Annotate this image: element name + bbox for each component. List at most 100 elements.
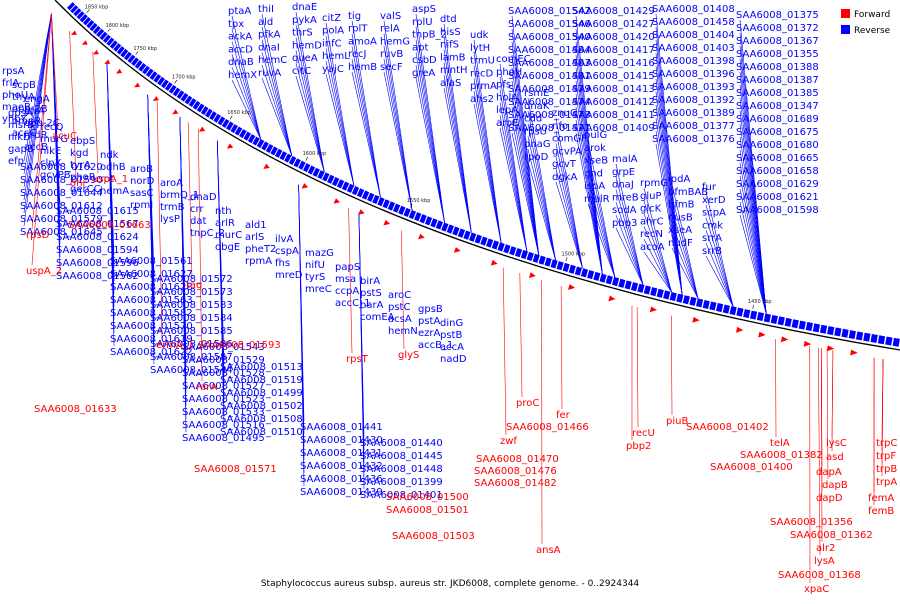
reverse-gene-label: dnaE bbox=[292, 2, 317, 13]
forward-gene-arrow bbox=[263, 164, 269, 169]
reverse-locus-label: SAA6008_01440 bbox=[360, 438, 443, 449]
reverse-gene-block bbox=[743, 309, 750, 318]
reverse-gene-label: lysP bbox=[160, 214, 180, 225]
reverse-gene-block bbox=[581, 268, 588, 277]
forward-locus-label: SAA6008_01500 bbox=[386, 492, 469, 503]
reverse-gene-label: gpsB bbox=[418, 304, 443, 315]
reverse-gene-block bbox=[637, 284, 644, 293]
legend-reverse-swatch bbox=[841, 25, 850, 34]
reverse-gene-label: mreD bbox=[275, 270, 303, 281]
reverse-gene-block bbox=[498, 242, 505, 251]
reverse-gene-block bbox=[764, 314, 771, 323]
reverse-gene-block bbox=[757, 312, 764, 321]
reverse-gene-label: citC bbox=[292, 66, 311, 77]
forward-locus-label: SAA6008_01466 bbox=[506, 422, 589, 433]
forward-gene-label: uspA_2 bbox=[26, 266, 62, 277]
reverse-locus-label: SAA6008_01387 bbox=[736, 75, 819, 86]
reverse-gene-label: ruvA bbox=[258, 68, 281, 79]
reverse-gene-block bbox=[849, 330, 856, 339]
reverse-gene-label: yhbY bbox=[2, 114, 28, 125]
reverse-gene-label: valS bbox=[380, 11, 401, 22]
forward-locus-label: SAA6008_01402 bbox=[686, 422, 769, 433]
reverse-gene-label: kgd bbox=[70, 148, 89, 159]
reverse-gene-label: pfkA bbox=[258, 30, 281, 41]
reverse-locus-label: SAA6008_01372 bbox=[736, 23, 819, 34]
forward-gene-arrow bbox=[692, 317, 699, 323]
reverse-gene-label: hemG bbox=[380, 36, 410, 47]
forward-gene-arrow bbox=[199, 127, 205, 132]
reverse-gene-block bbox=[778, 316, 785, 325]
reverse-locus-label: SAA6008_01584 bbox=[150, 313, 233, 324]
leader-line bbox=[93, 52, 98, 173]
reverse-gene-label: rpmA bbox=[245, 256, 272, 267]
reverse-gene-label: ald bbox=[258, 17, 273, 28]
forward-gene-arrow bbox=[71, 31, 77, 35]
kbp-tick-label: 1800 kbp bbox=[106, 23, 130, 29]
forward-gene-arrow bbox=[804, 341, 812, 347]
leader-line bbox=[384, 72, 412, 210]
reverse-locus-label: SAA6008_01388 bbox=[736, 62, 819, 73]
kbp-tick-label: 1500 kbp bbox=[562, 251, 586, 257]
reverse-gene-label: rpmG bbox=[640, 178, 668, 189]
kbp-tick bbox=[753, 305, 754, 309]
kbp-tick-label: 1750 kbp bbox=[133, 46, 157, 52]
forward-gene-label: ohr bbox=[70, 178, 87, 189]
reverse-locus-label: SAA6008_01408 bbox=[652, 4, 735, 15]
reverse-gene-label: apt bbox=[412, 42, 428, 53]
reverse-gene-block bbox=[557, 261, 564, 270]
reverse-locus-label: SAA6008_01615 bbox=[56, 206, 139, 217]
reverse-locus-label: SAA6008_01413 bbox=[572, 84, 655, 95]
reverse-gene-label: infC bbox=[322, 38, 342, 49]
forward-gene-label: fer bbox=[556, 410, 571, 421]
forward-gene-label: dapA bbox=[816, 467, 842, 478]
reverse-gene-label: xerD bbox=[702, 195, 726, 206]
forward-gene-arrow bbox=[82, 40, 88, 44]
reverse-gene-label: accC_1 bbox=[335, 298, 370, 309]
reverse-gene-label: malR bbox=[584, 194, 610, 205]
reverse-gene-block bbox=[736, 308, 743, 317]
reverse-gene-label: lamB bbox=[440, 52, 466, 63]
reverse-gene-label: yajC bbox=[322, 64, 344, 75]
reverse-locus-label: SAA6008_01590 bbox=[20, 175, 103, 186]
reverse-gene-label: amoA bbox=[348, 36, 377, 47]
reverse-gene-label: pykA bbox=[292, 15, 317, 26]
reverse-gene-block bbox=[792, 319, 799, 328]
reverse-gene-block bbox=[730, 306, 737, 315]
reverse-gene-block bbox=[834, 327, 841, 336]
forward-gene-label: proC bbox=[516, 398, 539, 409]
reverse-gene-block bbox=[696, 298, 703, 307]
forward-gene-arrow bbox=[491, 260, 498, 266]
forward-gene-label: femB bbox=[868, 506, 894, 517]
reverse-gene-label: tig bbox=[348, 11, 361, 22]
reverse-gene-label: gnd bbox=[584, 168, 603, 179]
reverse-gene-label: brmQ_1 bbox=[160, 190, 199, 201]
reverse-locus-label: SAA6008_01396 bbox=[652, 69, 735, 80]
reverse-gene-label: alaS bbox=[440, 78, 461, 89]
forward-gene-arrow bbox=[568, 284, 575, 290]
forward-locus-label: SAA6008_01571 bbox=[194, 464, 277, 475]
kbp-tick bbox=[230, 116, 232, 119]
reverse-locus-label: SAA6008_01513 bbox=[220, 362, 303, 373]
leader-line bbox=[384, 59, 412, 210]
reverse-gene-label: xseB bbox=[584, 156, 608, 167]
reverse-gene-label: mreB bbox=[612, 192, 639, 203]
forward-gene-label: rarA bbox=[196, 382, 217, 393]
forward-gene-label: ermA_1 bbox=[156, 340, 194, 351]
forward-gene-label: trpC bbox=[876, 438, 897, 449]
reverse-gene-label: pbp3 bbox=[612, 218, 637, 229]
reverse-gene-label: dgkA bbox=[552, 172, 577, 183]
reverse-gene-label: nifU bbox=[305, 260, 325, 271]
forward-gene-arrow bbox=[134, 83, 140, 88]
reverse-gene-label: citZ bbox=[322, 13, 341, 24]
reverse-locus-label: SAA6008_01409 bbox=[572, 123, 655, 134]
reverse-gene-block bbox=[863, 333, 870, 342]
reverse-gene-block bbox=[771, 315, 778, 324]
leader-line bbox=[637, 307, 638, 427]
reverse-gene-block bbox=[606, 275, 613, 284]
leader-line bbox=[352, 72, 380, 197]
reverse-gene-label: ilvA bbox=[275, 234, 293, 245]
reverse-locus-label: SAA6008_01412 bbox=[572, 97, 655, 108]
reverse-gene-label: mreC bbox=[305, 284, 332, 295]
reverse-locus-label: SAA6008_01399 bbox=[360, 477, 443, 488]
